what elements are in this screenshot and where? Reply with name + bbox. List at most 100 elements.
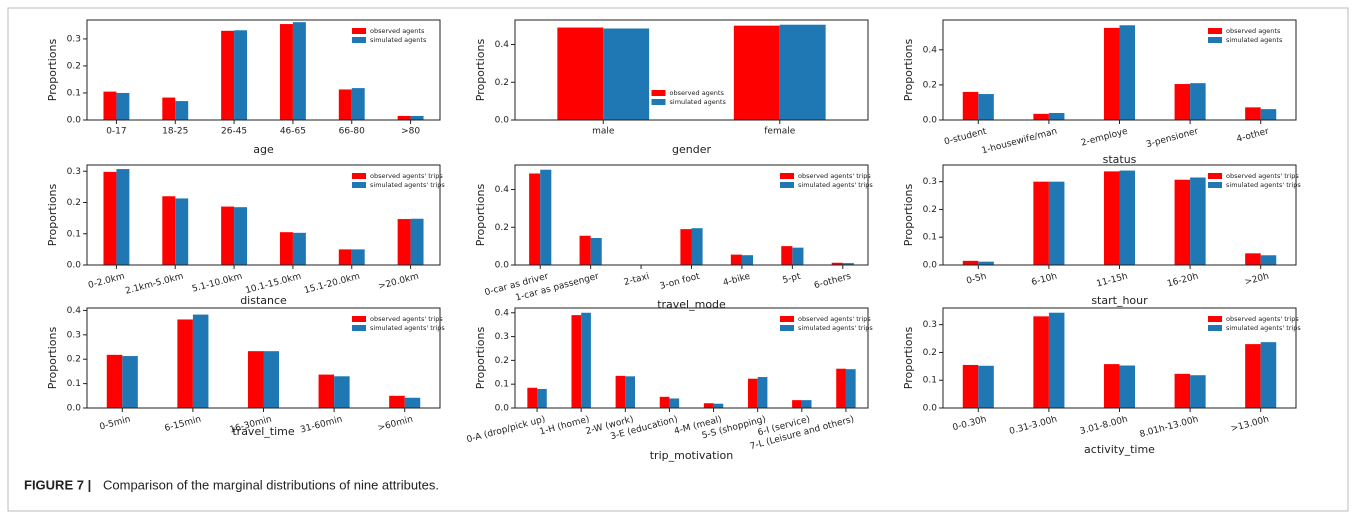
x-tick-label: >20.0km <box>377 272 420 292</box>
bar <box>234 207 248 265</box>
bar <box>338 249 352 265</box>
x-tick-label: 0-5min <box>99 415 132 433</box>
x-axis-label: travel_time <box>232 425 294 438</box>
x-tick-label: male <box>592 127 615 137</box>
bar <box>106 354 123 408</box>
y-axis-label: Proportions <box>474 183 487 246</box>
y-tick-label: 0.3 <box>67 167 81 177</box>
bar <box>845 369 856 408</box>
x-tick-label: 6-15min <box>164 415 203 434</box>
legend-label: simulated agents' trips <box>1226 324 1301 332</box>
y-tick-label: 0.2 <box>923 205 937 215</box>
bar <box>1190 177 1206 265</box>
bar <box>221 206 235 265</box>
x-axis-label: activity_time <box>1084 443 1155 456</box>
bar <box>962 364 979 408</box>
y-tick-label: 0.1 <box>67 88 81 98</box>
bar <box>116 169 130 265</box>
bar <box>1033 181 1049 265</box>
y-tick-label: 0.3 <box>67 34 81 44</box>
bar <box>1174 373 1191 408</box>
bar <box>669 398 680 408</box>
y-tick-label: 0.4 <box>495 185 510 195</box>
legend-swatch <box>1208 28 1222 34</box>
y-tick-label: 0.0 <box>67 116 82 126</box>
x-tick-label: 1-housewife/man <box>981 127 1059 157</box>
legend-label: simulated agents <box>670 98 727 106</box>
y-tick-label: 0.2 <box>923 80 937 90</box>
x-tick-label: 0-2.0km <box>87 272 126 291</box>
x-tick-label: 0-17 <box>106 127 126 137</box>
y-tick-label: 0.0 <box>67 404 82 414</box>
x-tick-label: 26-45 <box>221 127 247 137</box>
bar <box>659 396 670 408</box>
bar <box>757 377 768 408</box>
x-axis-label: distance <box>240 294 287 307</box>
bar <box>571 315 582 408</box>
y-tick-label: 0.3 <box>923 320 937 330</box>
bar <box>1260 342 1277 408</box>
y-tick-label: 0.0 <box>495 116 510 126</box>
legend-label: observed agents <box>370 27 425 35</box>
y-tick-label: 0.2 <box>67 355 81 365</box>
axes-frame <box>86 164 441 266</box>
axes-frame <box>942 307 1297 409</box>
y-axis-label: Proportions <box>46 183 59 246</box>
legend-swatch <box>352 316 366 322</box>
legend-label: observed agents' trips <box>798 172 871 180</box>
bar <box>615 375 626 408</box>
x-tick-label: 1-H (home) <box>539 415 591 438</box>
bar <box>537 388 547 408</box>
caption-label: FIGURE 7 | <box>24 477 91 492</box>
bar <box>703 403 714 408</box>
legend-label: simulated agents <box>1226 36 1283 44</box>
y-tick-label: 0.0 <box>923 116 938 126</box>
bar <box>781 246 793 265</box>
legend-label: observed agents <box>670 89 725 97</box>
bar <box>579 235 591 265</box>
bar <box>279 232 293 265</box>
bar <box>1033 316 1049 408</box>
bar <box>680 229 692 265</box>
x-axis-label: trip_motivation <box>650 449 734 462</box>
y-axis-label: Proportions <box>474 38 487 101</box>
bar <box>1119 170 1136 265</box>
bar <box>978 94 994 120</box>
legend-label: simulated agents <box>370 36 427 44</box>
bar <box>1103 27 1120 120</box>
bar <box>527 387 538 408</box>
legend-label: simulated agents' trips <box>798 324 873 332</box>
x-axis-label: status <box>1103 153 1137 166</box>
y-tick-label: 0.4 <box>923 45 938 55</box>
y-tick-label: 0.1 <box>67 229 81 239</box>
bar <box>842 263 854 265</box>
bar <box>338 89 352 120</box>
legend-label: observed agents' trips <box>798 315 871 323</box>
y-axis-label: Proportions <box>474 326 487 389</box>
bar <box>1119 25 1136 121</box>
bar <box>1174 84 1191 120</box>
x-tick-label: 2.1km-5.0km <box>124 272 184 297</box>
bar <box>1190 83 1206 120</box>
y-tick-label: 0.0 <box>923 261 938 271</box>
y-tick-label: 0.2 <box>67 198 81 208</box>
x-tick-label: 5-pt <box>782 272 803 286</box>
axes-frame <box>942 164 1297 266</box>
axes-frame <box>86 19 441 121</box>
bar <box>1260 109 1277 120</box>
x-tick-label: 11-15h <box>1096 272 1129 290</box>
bar <box>221 30 235 121</box>
legend-label: simulated agents' trips <box>798 181 873 189</box>
legend-swatch <box>651 90 666 96</box>
y-tick-label: 0.1 <box>923 376 937 386</box>
x-tick-label: 0-5h <box>965 272 987 287</box>
y-tick-label: 0.0 <box>67 261 82 271</box>
x-tick-label: 6-10h <box>1030 272 1058 288</box>
bar <box>733 25 780 120</box>
y-tick-label: 0.0 <box>495 261 510 271</box>
x-tick-label: 4-other <box>1236 127 1271 145</box>
bar <box>279 24 293 120</box>
x-tick-label: 8.01h-13.00h <box>1139 415 1200 440</box>
bar <box>247 351 264 408</box>
